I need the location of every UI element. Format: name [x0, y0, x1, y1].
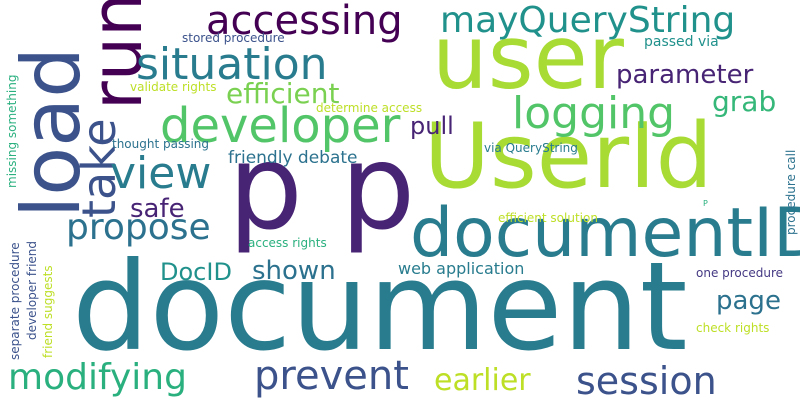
- word-logging: logging: [512, 88, 676, 139]
- word-thought-passing: thought passing: [112, 137, 210, 151]
- word-missing-something: missing something: [5, 74, 19, 188]
- word-page: page: [716, 286, 781, 316]
- word-earlier: earlier: [434, 363, 531, 398]
- word-friend-suggests: friend suggests: [41, 265, 55, 358]
- word-efficient-solution: efficient solution: [498, 211, 598, 225]
- word-developer-friend: developer friend: [25, 240, 39, 340]
- word-separate-procedure: separate procedure: [8, 242, 22, 360]
- word-friendly-debate: friendly debate: [228, 148, 358, 168]
- word-procedure-call: procedure call: [784, 149, 798, 235]
- word-p-small: P: [703, 199, 708, 208]
- word-shown: shown: [252, 256, 336, 286]
- word-view: view: [110, 148, 212, 199]
- word-determine-access: determine access: [316, 101, 423, 115]
- word-pull: pull: [410, 112, 454, 140]
- word-p-p: p p: [228, 118, 416, 256]
- word-passed-via: passed via: [644, 34, 719, 50]
- word-safe: safe: [130, 194, 185, 224]
- word-userid: UserId: [424, 104, 713, 209]
- word-access-rights: access rights: [248, 236, 327, 250]
- word-prevent: prevent: [254, 353, 409, 399]
- word-check-rights: check rights: [696, 321, 770, 335]
- word-accessing: accessing: [206, 0, 403, 44]
- word-session: session: [576, 359, 717, 400]
- word-document: document: [72, 236, 688, 378]
- word-via-querystring: via QueryString: [484, 141, 578, 155]
- word-propose: propose: [66, 207, 211, 248]
- word-documentid: documentID: [410, 194, 800, 273]
- word-parameter: parameter: [616, 60, 754, 90]
- word-grab: grab: [712, 85, 777, 118]
- word-developer: developer: [160, 98, 401, 154]
- word-docid: DocID: [160, 258, 232, 286]
- word-one-procedure: one procedure: [696, 266, 784, 280]
- word-validate-rights: validate rights: [130, 80, 217, 94]
- word-stored-procedure: stored procedure: [182, 31, 285, 45]
- word-mayquerystring: mayQueryString: [440, 0, 736, 41]
- word-user: user: [432, 6, 624, 109]
- word-efficient: efficient: [226, 77, 340, 110]
- word-situation: situation: [136, 39, 328, 90]
- word-modifying: modifying: [8, 357, 187, 398]
- word-web-application: web application: [398, 259, 525, 278]
